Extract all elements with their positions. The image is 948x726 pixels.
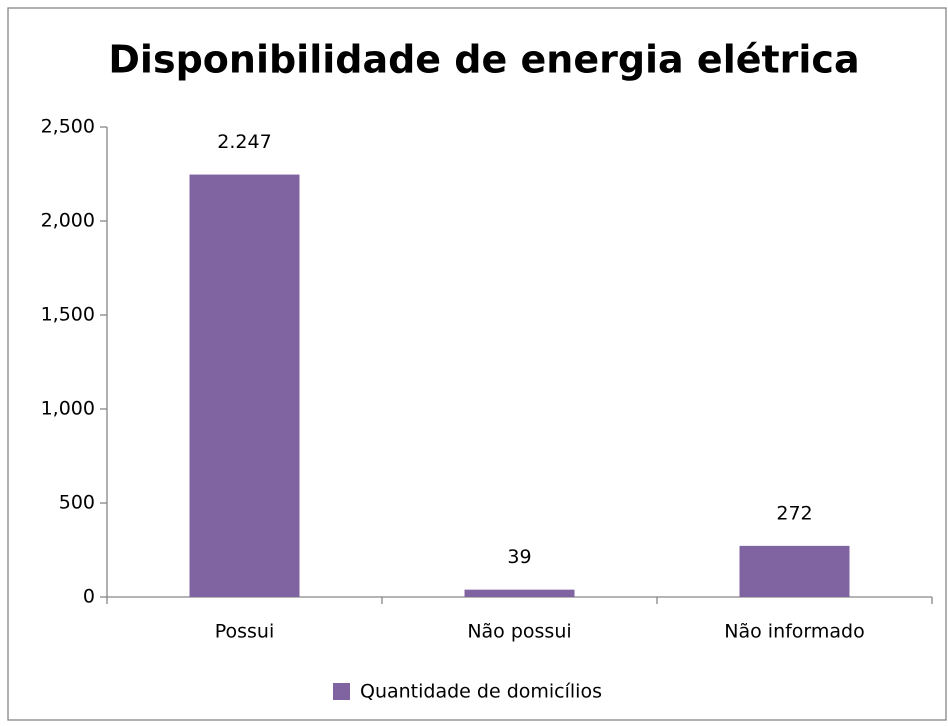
bar xyxy=(464,589,575,597)
chart-frame xyxy=(7,7,947,721)
y-tick-label: 500 xyxy=(59,492,95,514)
bar xyxy=(189,174,300,597)
x-tick-label: Não possui xyxy=(467,621,571,643)
y-tick-label: 1,500 xyxy=(41,304,95,326)
value-label: 39 xyxy=(507,546,531,568)
y-tick-label: 2,500 xyxy=(41,116,95,138)
x-tick-label: Não informado xyxy=(724,621,864,643)
value-label: 272 xyxy=(776,502,812,524)
legend-label: Quantidade de domicílios xyxy=(360,681,602,703)
x-tick-label: Possui xyxy=(215,621,275,643)
chart-title: Disponibilidade de energia elétrica xyxy=(108,38,859,82)
value-label: 2.247 xyxy=(217,131,271,153)
y-tick-label: 1,000 xyxy=(41,398,95,420)
y-tick-label: 0 xyxy=(83,586,95,608)
y-tick-label: 2,000 xyxy=(41,210,95,232)
bar xyxy=(739,545,850,597)
legend-swatch xyxy=(333,683,350,700)
